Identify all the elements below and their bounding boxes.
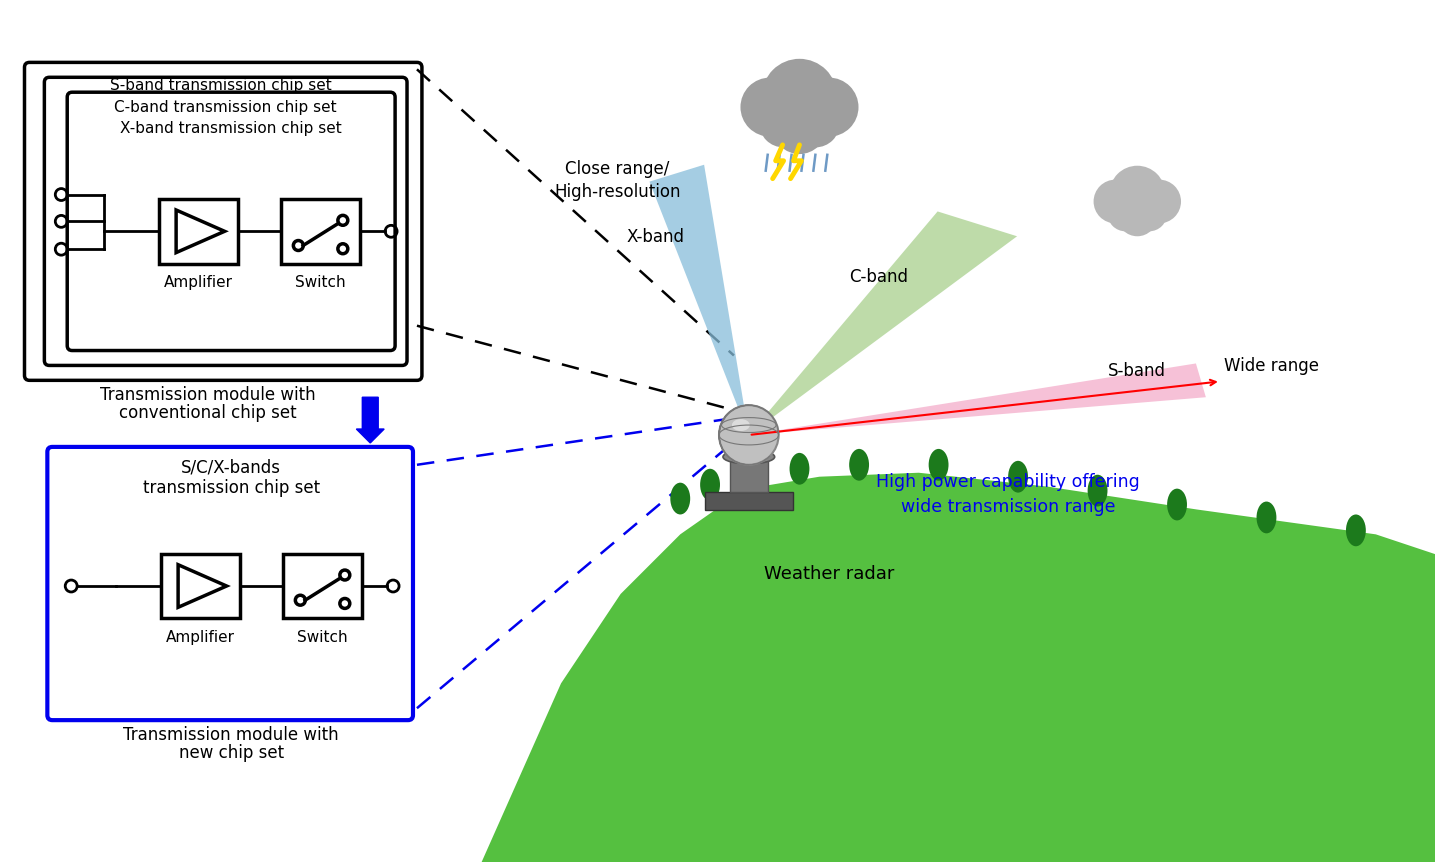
Text: Amplifier: Amplifier (164, 275, 233, 291)
Text: X-band transmission chip set: X-band transmission chip set (121, 121, 343, 137)
Text: Wide range: Wide range (1224, 357, 1319, 375)
Ellipse shape (700, 469, 720, 501)
Polygon shape (749, 211, 1017, 435)
Circle shape (799, 78, 858, 137)
Polygon shape (649, 164, 749, 435)
Text: new chip set: new chip set (179, 744, 284, 762)
Bar (282, 554, 363, 618)
Bar (730, 460, 768, 491)
Circle shape (1093, 180, 1138, 223)
Ellipse shape (723, 450, 775, 464)
Ellipse shape (1008, 461, 1028, 492)
Circle shape (1117, 196, 1158, 236)
Ellipse shape (1257, 502, 1276, 534)
Bar (161, 554, 240, 618)
Circle shape (719, 405, 779, 465)
Circle shape (759, 99, 808, 147)
Bar (706, 491, 792, 509)
Circle shape (792, 99, 840, 147)
Bar (281, 199, 360, 264)
Text: Transmission module with: Transmission module with (101, 387, 317, 404)
Text: Transmission module with: Transmission module with (124, 726, 338, 744)
Circle shape (762, 59, 837, 134)
Ellipse shape (1166, 489, 1187, 521)
Circle shape (1138, 180, 1181, 223)
Polygon shape (481, 473, 1436, 862)
Bar (158, 199, 238, 264)
Text: C-band transmission chip set: C-band transmission chip set (114, 99, 337, 114)
Ellipse shape (732, 419, 750, 431)
Text: conventional chip set: conventional chip set (120, 404, 297, 422)
Circle shape (740, 78, 799, 137)
Text: Close range/
High-resolution: Close range/ High-resolution (554, 160, 681, 202)
Text: C-band: C-band (850, 268, 909, 286)
Ellipse shape (737, 458, 757, 490)
Ellipse shape (1087, 475, 1107, 507)
Text: X-band: X-band (626, 228, 684, 247)
Text: Switch: Switch (297, 631, 348, 645)
Circle shape (1132, 195, 1166, 231)
Text: S/C/X-bands: S/C/X-bands (181, 458, 281, 477)
Circle shape (1107, 195, 1143, 231)
Text: S-band: S-band (1109, 362, 1166, 381)
Ellipse shape (850, 449, 868, 481)
Text: Weather radar: Weather radar (765, 565, 894, 583)
Circle shape (1109, 166, 1165, 221)
Polygon shape (749, 363, 1205, 435)
Ellipse shape (929, 449, 949, 481)
Ellipse shape (789, 453, 809, 484)
Ellipse shape (671, 483, 690, 515)
Ellipse shape (1346, 515, 1365, 547)
Text: Switch: Switch (295, 275, 346, 291)
Circle shape (773, 100, 827, 154)
Text: Amplifier: Amplifier (166, 631, 235, 645)
Text: transmission chip set: transmission chip set (143, 478, 320, 497)
FancyArrow shape (356, 397, 384, 443)
Text: High power capability offering
wide transmission range: High power capability offering wide tran… (877, 473, 1140, 516)
Text: S-band transmission chip set: S-band transmission chip set (111, 78, 333, 93)
